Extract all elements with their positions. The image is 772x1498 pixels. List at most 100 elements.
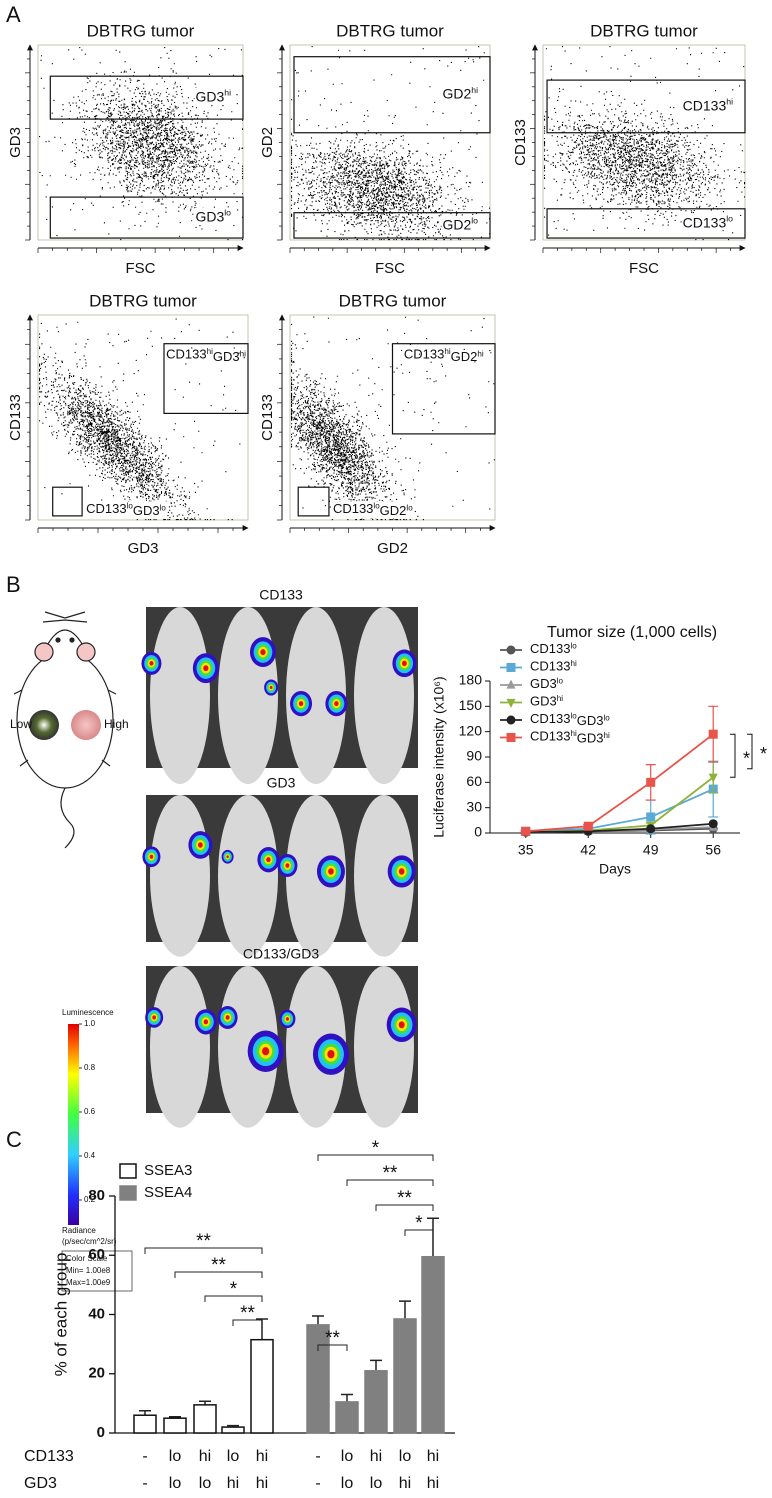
y-tick-label: 20	[88, 1365, 105, 1382]
color-scale: Min= 1.00e8	[66, 1266, 111, 1275]
plot-title: DBTRG tumor	[87, 21, 195, 40]
gate	[49, 196, 244, 239]
significance-label: **	[397, 1188, 412, 1209]
signal-blob	[402, 660, 407, 667]
marker	[708, 773, 718, 783]
gate-label: GD3hi	[195, 88, 231, 104]
error-bar	[370, 1359, 382, 1371]
category-label: lo	[227, 1448, 240, 1465]
legend-swatch	[119, 1185, 137, 1201]
significance-label: **	[196, 1231, 211, 1252]
gate	[293, 212, 491, 239]
legend-label: SSEA4	[144, 1184, 192, 1201]
category-row-name: CD133	[24, 1448, 74, 1465]
legend-marker	[506, 679, 516, 689]
event-dots	[39, 318, 245, 521]
category-label: hi	[427, 1475, 439, 1492]
signal-blob	[198, 842, 203, 848]
colorbar-unit: Radiance	[62, 1226, 96, 1235]
y-tick-label: 0	[474, 824, 482, 840]
significance-label: **	[240, 1303, 255, 1324]
mouse-body	[286, 607, 346, 785]
label-bg	[441, 215, 480, 233]
gate	[52, 486, 83, 517]
mouse-body	[354, 795, 414, 957]
gate-label: CD133loGD2lo	[333, 501, 413, 518]
legend-swatch	[119, 1163, 137, 1179]
mouse-body	[354, 966, 414, 1128]
label-bg	[331, 501, 415, 519]
significance-bracket	[404, 1229, 434, 1236]
category-label: lo	[341, 1475, 354, 1492]
significance-bracket	[144, 1247, 263, 1254]
error-bar	[399, 1300, 411, 1319]
category-label: lo	[199, 1475, 212, 1492]
y-axis-label: GD2	[259, 127, 276, 158]
legend-marker	[506, 715, 516, 725]
x-tick-label: 35	[518, 842, 534, 858]
marker	[646, 777, 656, 787]
category-label: -	[142, 1475, 147, 1492]
category-label: lo	[169, 1448, 182, 1465]
signal-blob	[260, 649, 266, 656]
significance-label: *	[743, 748, 750, 768]
mouse-cartoon	[13, 611, 117, 849]
signal-blob	[203, 1019, 209, 1025]
category-label: hi	[399, 1475, 411, 1492]
signal-blob	[225, 1015, 230, 1020]
significance-bracket	[204, 1295, 263, 1302]
category-label: -	[315, 1448, 320, 1465]
label-bg	[681, 96, 735, 114]
colorbar-tick-label: 0.8	[84, 1063, 96, 1072]
y-axis-label: CD133	[7, 394, 24, 441]
marker	[521, 826, 531, 836]
significance-label: **	[211, 1255, 226, 1276]
y-axis-label: GD3	[7, 127, 24, 158]
category-label: hi	[427, 1448, 439, 1465]
significance-bracket	[747, 733, 753, 770]
legend-label: GD3lo	[530, 676, 564, 691]
legend-label: SSEA3	[144, 1162, 192, 1179]
signal-blob	[328, 868, 334, 875]
significance-bracket	[317, 1154, 434, 1161]
label-bg	[85, 501, 168, 519]
significance-bracket	[346, 1179, 434, 1186]
category-label: hi	[227, 1475, 239, 1492]
x-axis-label: GD2	[377, 540, 408, 557]
gate-label: CD133lo	[683, 214, 734, 230]
gate	[546, 79, 746, 134]
label-bg	[441, 85, 480, 102]
image-title: CD133/GD3	[243, 946, 319, 962]
gate-label: GD3lo	[195, 208, 231, 224]
colorbar-tick-label: 0.4	[84, 1151, 96, 1160]
error-bar	[312, 1315, 324, 1325]
x-tick-label: 42	[580, 842, 596, 858]
y-axis-label: CD133	[259, 394, 276, 441]
significance-label: *	[760, 744, 767, 764]
signal-blob	[298, 701, 304, 707]
bar	[393, 1318, 417, 1434]
bar	[306, 1324, 330, 1434]
significance-bracket	[174, 1271, 263, 1278]
bar	[133, 1414, 157, 1434]
significance-label: **	[383, 1163, 398, 1184]
color-scale-box	[61, 1250, 133, 1292]
signal-blob	[285, 863, 290, 868]
x-axis-label: GD3	[128, 540, 159, 557]
x-axis-label: FSC	[629, 260, 659, 277]
panel-label: C	[6, 1127, 22, 1152]
y-tick-label: 180	[459, 672, 483, 688]
mouse-body	[150, 795, 210, 957]
series-line	[525, 822, 714, 834]
x-tick-label: 56	[705, 842, 721, 858]
event-dots	[291, 46, 491, 241]
error-bar	[341, 1393, 353, 1402]
plot-frame	[542, 44, 746, 241]
label-bg	[681, 213, 735, 231]
mouse-body	[354, 607, 414, 785]
significance-bracket	[317, 1344, 348, 1351]
bar	[364, 1370, 388, 1434]
gate	[297, 486, 330, 517]
signal-blob	[152, 1015, 156, 1020]
plot-frame	[37, 314, 249, 521]
